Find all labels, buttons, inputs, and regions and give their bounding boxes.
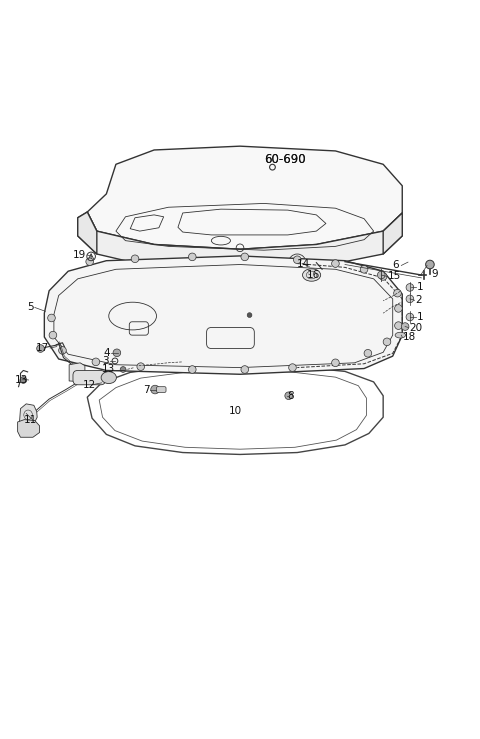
Circle shape — [406, 295, 414, 303]
Polygon shape — [20, 403, 37, 426]
Polygon shape — [18, 420, 39, 437]
Circle shape — [120, 367, 126, 372]
Text: 2: 2 — [416, 296, 422, 305]
Circle shape — [406, 284, 414, 291]
Polygon shape — [78, 212, 97, 254]
Text: 1: 1 — [417, 282, 423, 293]
Text: 7: 7 — [143, 384, 149, 395]
Circle shape — [401, 323, 409, 330]
Text: 5: 5 — [27, 302, 34, 313]
Circle shape — [49, 331, 57, 339]
Circle shape — [131, 255, 139, 262]
Text: 10: 10 — [228, 406, 242, 417]
Text: 1: 1 — [417, 312, 423, 322]
Circle shape — [113, 349, 120, 357]
Circle shape — [395, 304, 402, 313]
Polygon shape — [69, 363, 85, 382]
Circle shape — [189, 366, 196, 373]
FancyBboxPatch shape — [156, 386, 166, 392]
Polygon shape — [78, 212, 402, 272]
Circle shape — [426, 260, 434, 269]
Ellipse shape — [302, 269, 321, 282]
Circle shape — [189, 253, 196, 261]
Circle shape — [406, 313, 414, 321]
Text: 14: 14 — [297, 259, 311, 268]
FancyBboxPatch shape — [73, 370, 106, 385]
Text: 8: 8 — [287, 391, 293, 401]
Circle shape — [394, 290, 401, 297]
Circle shape — [92, 358, 100, 366]
Circle shape — [241, 366, 249, 373]
Text: 9: 9 — [431, 269, 437, 279]
Circle shape — [332, 359, 339, 367]
Circle shape — [241, 253, 249, 261]
Circle shape — [360, 265, 368, 273]
Text: 17: 17 — [36, 343, 49, 353]
Text: 12: 12 — [83, 380, 96, 389]
Text: 4: 4 — [104, 348, 110, 358]
Circle shape — [285, 392, 292, 400]
Circle shape — [48, 314, 55, 321]
Text: 13: 13 — [14, 375, 28, 385]
Circle shape — [137, 363, 144, 370]
Circle shape — [86, 258, 94, 265]
Polygon shape — [44, 256, 402, 374]
Circle shape — [364, 350, 372, 357]
Circle shape — [20, 377, 27, 384]
Circle shape — [395, 321, 402, 330]
Text: 16: 16 — [307, 270, 320, 280]
Polygon shape — [87, 146, 402, 249]
Text: 60-690: 60-690 — [264, 153, 306, 166]
Circle shape — [383, 338, 391, 346]
Circle shape — [247, 313, 252, 318]
Text: 6: 6 — [393, 260, 399, 270]
Circle shape — [379, 273, 387, 280]
Ellipse shape — [101, 372, 116, 384]
Ellipse shape — [395, 333, 406, 338]
Text: 20: 20 — [409, 322, 422, 333]
Circle shape — [332, 259, 339, 268]
Circle shape — [151, 385, 159, 394]
Circle shape — [59, 347, 66, 354]
Text: 15: 15 — [388, 271, 401, 282]
Text: 19: 19 — [73, 250, 86, 260]
Circle shape — [293, 256, 301, 264]
Text: 18: 18 — [403, 332, 417, 342]
Text: 13: 13 — [102, 364, 115, 375]
Circle shape — [377, 271, 385, 279]
Text: 3: 3 — [102, 356, 109, 366]
Circle shape — [288, 364, 296, 372]
Text: 60-690: 60-690 — [264, 153, 306, 166]
Circle shape — [36, 344, 44, 353]
Polygon shape — [383, 213, 402, 254]
Text: 11: 11 — [24, 415, 36, 425]
